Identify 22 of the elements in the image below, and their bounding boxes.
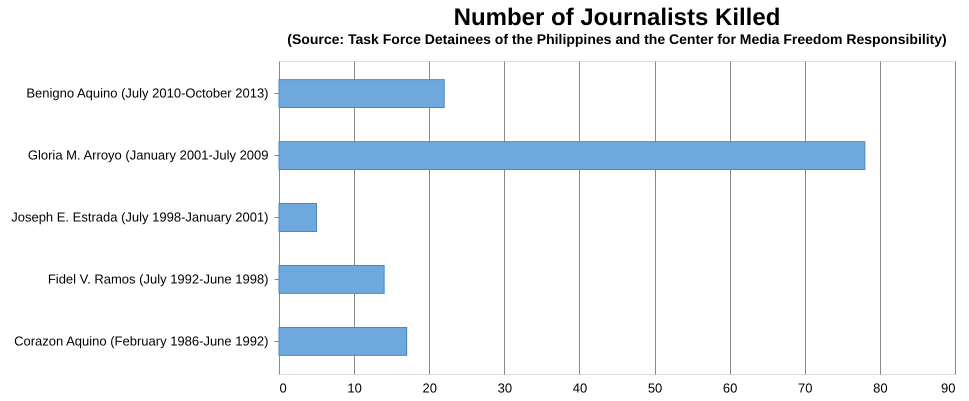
x-tick-label: 20 (422, 380, 437, 396)
x-tick-label: 50 (648, 380, 662, 396)
y-tick-label: Benigno Aquino (July 2010-October 2013) (26, 86, 268, 101)
x-tick-label: 30 (498, 380, 512, 396)
x-tick-label: 90 (941, 380, 956, 396)
y-tick-label: Gloria M. Arroyo (January 2001-July 2009 (28, 148, 268, 163)
x-tick-label: 70 (798, 380, 813, 396)
chart-title: Number of Journalists Killed (454, 4, 780, 31)
x-tick-label: 40 (572, 380, 588, 396)
bar (278, 265, 385, 294)
x-tick-label: 80 (873, 380, 888, 396)
x-tick-label: 10 (347, 380, 362, 396)
bar (278, 141, 866, 170)
bar (278, 327, 408, 356)
y-tick-label: Corazon Aquino (February 1986-June 1992) (14, 333, 268, 348)
x-tick-label: 60 (722, 380, 738, 396)
y-tick-label: Fidel V. Ramos (July 1992-June 1998) (48, 271, 268, 286)
chart-subtitle: (Source: Task Force Detainees of the Philippines and the Center for Media Freedom Responsibility) (287, 31, 947, 47)
y-tick-label: Joseph E. Estrada (July 1998-January 2001) (11, 210, 268, 224)
bar (278, 79, 445, 108)
bar (278, 203, 318, 232)
x-tick-label: 0 (280, 380, 287, 396)
